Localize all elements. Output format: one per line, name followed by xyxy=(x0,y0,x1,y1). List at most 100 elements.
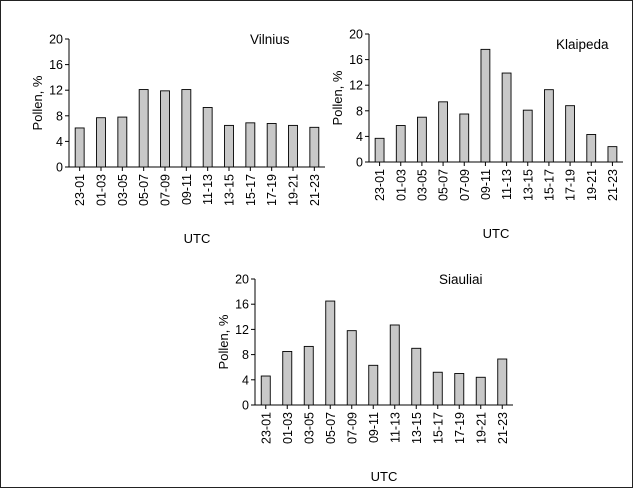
klaipeda-y-tick-label: 0 xyxy=(356,156,363,170)
klaipeda-x-tick-label: 21-23 xyxy=(606,169,620,201)
siauliai-y-tick-label: 0 xyxy=(242,399,249,413)
vilnius-y-axis-title: Pollen, % xyxy=(30,75,45,130)
vilnius-bar xyxy=(74,127,85,168)
klaipeda-bar xyxy=(607,146,618,163)
siauliai-bar xyxy=(432,371,443,406)
klaipeda-x-tick-label: 01-03 xyxy=(394,169,408,201)
klaipeda-bar xyxy=(565,105,575,163)
siauliai-bar xyxy=(389,324,400,406)
klaipeda-bar xyxy=(586,134,597,163)
siauliai-bar xyxy=(475,376,486,406)
vilnius-bar xyxy=(96,117,106,168)
klaipeda-y-axis-title: Pollen, % xyxy=(330,70,345,125)
siauliai-title: Siauliai xyxy=(439,272,483,287)
klaipeda-x-axis-title: UTC xyxy=(483,226,510,241)
siauliai-x-tick-label: 21-23 xyxy=(496,412,510,444)
klaipeda-x-tick-label: 07-09 xyxy=(458,169,472,201)
siauliai-x-tick-label: 23-01 xyxy=(259,412,273,444)
siauliai-y-tick-label: 4 xyxy=(242,373,249,387)
vilnius-x-tick-label: 19-21 xyxy=(287,174,301,206)
vilnius-title: Vilnius xyxy=(250,32,290,47)
klaipeda-bar xyxy=(501,72,512,163)
klaipeda-x-tick-label: 09-11 xyxy=(479,169,493,200)
vilnius-bar xyxy=(245,122,256,168)
klaipeda-y-tick-label: 12 xyxy=(349,79,363,93)
klaipeda-x-tick-label: 15-17 xyxy=(542,169,556,201)
klaipeda-bar xyxy=(522,109,533,163)
vilnius-x-tick-label: 03-05 xyxy=(116,174,130,206)
siauliai-y-tick-label: 20 xyxy=(235,273,249,287)
siauliai-x-tick-label: 17-19 xyxy=(453,412,467,444)
siauliai-x-tick-label: 11-13 xyxy=(388,412,402,443)
vilnius-bar xyxy=(202,107,213,168)
siauliai-x-tick-label: 05-07 xyxy=(324,412,338,444)
siauliai-bar xyxy=(411,347,422,406)
siauliai-y-tick-label: 12 xyxy=(235,323,249,337)
vilnius-x-axis-title: UTC xyxy=(184,231,211,246)
vilnius-x-tick-label: 17-19 xyxy=(265,174,279,206)
vilnius-bar xyxy=(309,126,320,168)
siauliai-bar xyxy=(325,300,336,406)
klaipeda-bar xyxy=(480,48,491,163)
klaipeda-y-tick-label: 16 xyxy=(349,53,363,67)
siauliai-x-tick-label: 07-09 xyxy=(345,412,359,444)
klaipeda-bar xyxy=(544,89,554,163)
vilnius-x-tick-label: 13-15 xyxy=(223,174,237,206)
siauliai-x-tick-label: 13-15 xyxy=(410,412,424,444)
klaipeda-bar xyxy=(395,125,406,163)
siauliai-bar xyxy=(368,364,379,406)
siauliai-bar xyxy=(303,345,314,406)
klaipeda-bar xyxy=(374,137,385,163)
vilnius-bar xyxy=(288,124,298,168)
vilnius-bar xyxy=(181,89,192,168)
siauliai-x-tick-label: 19-21 xyxy=(474,412,488,444)
vilnius-y-tick-label: 4 xyxy=(56,135,63,149)
vilnius-x-tick-label: 23-01 xyxy=(73,174,87,206)
klaipeda-x-tick-label: 11-13 xyxy=(500,169,514,200)
vilnius-y-tick-label: 20 xyxy=(49,33,63,47)
vilnius-y-tick-label: 16 xyxy=(49,58,63,72)
vilnius-bar xyxy=(160,90,170,168)
siauliai-bar xyxy=(346,330,357,406)
klaipeda-x-tick-label: 17-19 xyxy=(564,169,578,201)
vilnius-x-tick-label: 07-09 xyxy=(159,174,173,206)
siauliai-x-tick-label: 15-17 xyxy=(431,412,445,444)
siauliai-x-tick-label: 03-05 xyxy=(302,412,316,444)
siauliai-bar xyxy=(260,375,271,406)
klaipeda-x-tick-label: 23-01 xyxy=(373,169,387,201)
vilnius-y-tick-label: 12 xyxy=(49,84,63,98)
vilnius-bar xyxy=(266,123,277,168)
klaipeda-x-tick-label: 03-05 xyxy=(415,169,429,201)
vilnius-y-tick-label: 8 xyxy=(56,109,63,123)
siauliai-y-tick-label: 8 xyxy=(242,348,249,362)
siauliai-y-tick-label: 16 xyxy=(235,298,249,312)
siauliai-bar xyxy=(282,351,293,406)
vilnius-bar xyxy=(117,116,128,168)
vilnius-y-tick-label: 0 xyxy=(56,161,63,175)
vilnius-x-tick-label: 11-13 xyxy=(201,174,215,205)
siauliai-x-tick-label: 09-11 xyxy=(367,412,381,443)
klaipeda-x-tick-label: 05-07 xyxy=(437,169,451,201)
klaipeda-bar xyxy=(417,116,427,163)
siauliai-x-axis-title: UTC xyxy=(371,469,398,484)
vilnius-x-tick-label: 05-07 xyxy=(137,174,151,206)
klaipeda-title: Klaipeda xyxy=(556,37,609,52)
klaipeda-bar xyxy=(438,101,448,163)
siauliai-x-tick-label: 01-03 xyxy=(281,412,295,444)
vilnius-x-tick-label: 01-03 xyxy=(95,174,109,206)
klaipeda-y-tick-label: 20 xyxy=(349,28,363,42)
vilnius-x-tick-label: 21-23 xyxy=(308,174,322,206)
klaipeda-y-tick-label: 4 xyxy=(356,130,363,144)
vilnius-bar xyxy=(224,124,234,168)
klaipeda-bar xyxy=(459,113,470,163)
siauliai-bar xyxy=(497,358,508,406)
vilnius-bar xyxy=(138,89,149,168)
vilnius-x-tick-label: 09-11 xyxy=(180,174,194,205)
klaipeda-x-tick-label: 19-21 xyxy=(585,169,599,201)
siauliai-bar xyxy=(454,373,465,406)
vilnius-x-tick-label: 15-17 xyxy=(244,174,258,206)
siauliai-y-axis-title: Pollen, % xyxy=(216,314,231,369)
klaipeda-y-tick-label: 8 xyxy=(356,104,363,118)
